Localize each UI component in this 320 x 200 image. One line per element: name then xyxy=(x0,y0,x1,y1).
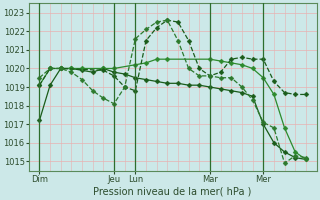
X-axis label: Pression niveau de la mer( hPa ): Pression niveau de la mer( hPa ) xyxy=(93,187,252,197)
